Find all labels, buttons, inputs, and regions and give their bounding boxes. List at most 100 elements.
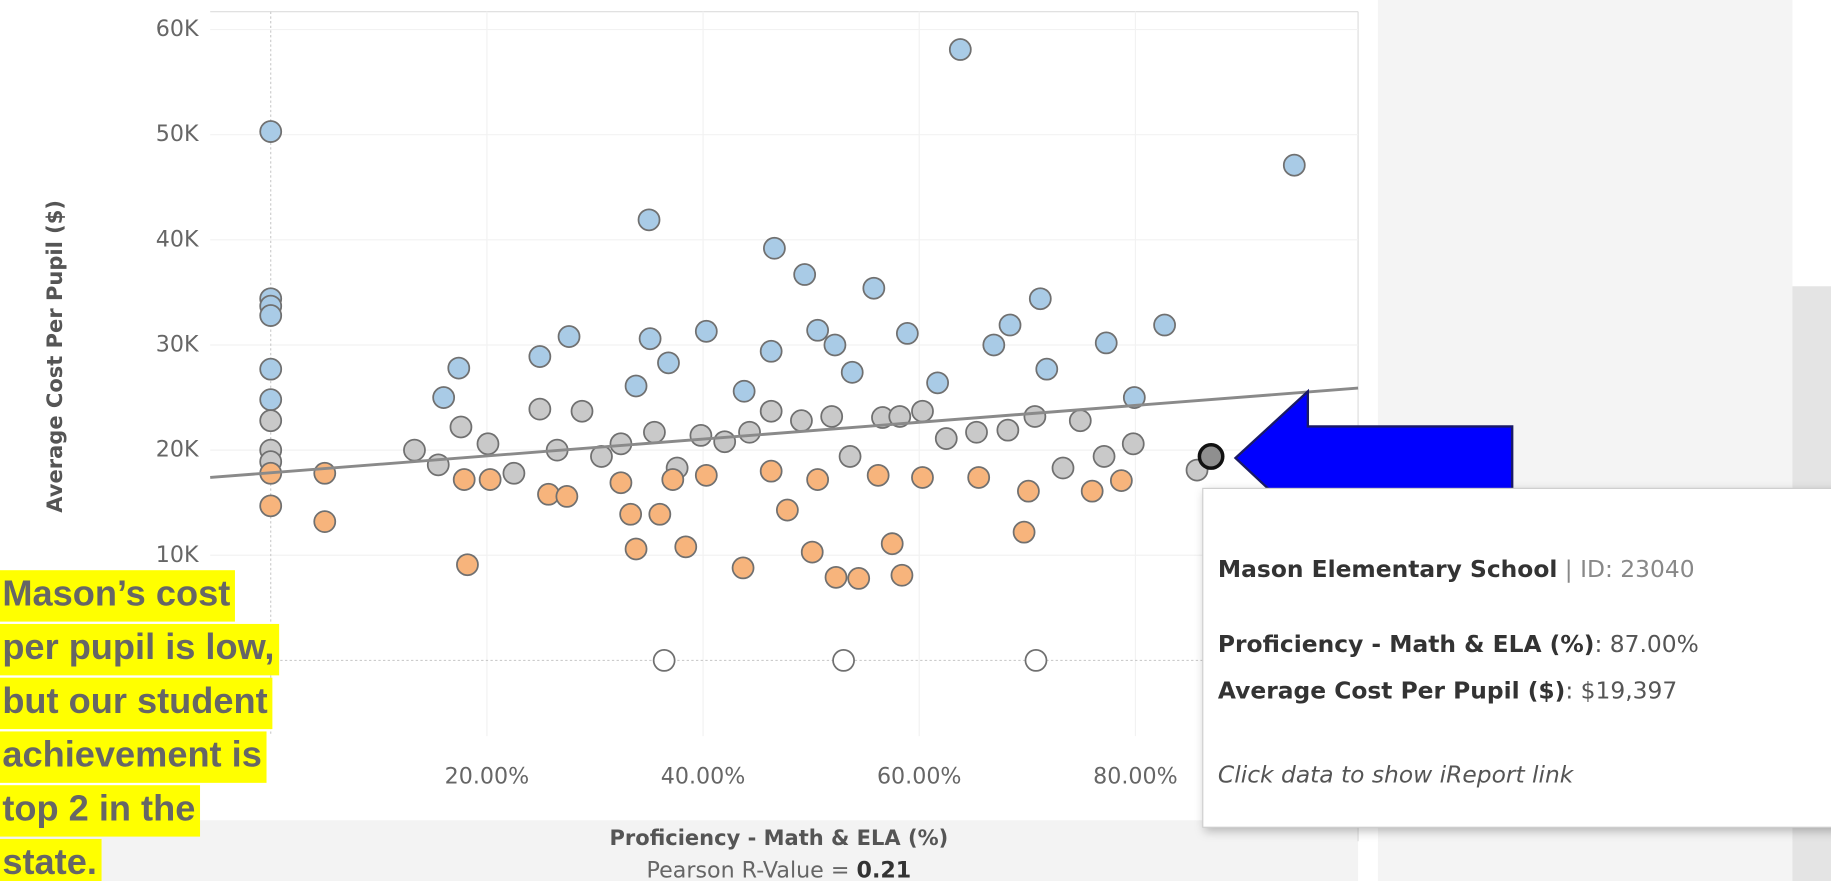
annotation-line: state.: [2, 841, 97, 881]
point: [880, 532, 904, 556]
point: [895, 322, 919, 345]
point: [832, 649, 855, 672]
point: [452, 468, 476, 491]
point: [1028, 287, 1052, 311]
trend-line: [210, 386, 1359, 479]
point: [847, 567, 871, 590]
point: [1153, 313, 1176, 337]
point: [998, 313, 1022, 337]
annotation-line: Mason’s cost: [2, 572, 230, 613]
tooltip-row: Average Cost Per Pupil ($): $19,397: [1218, 676, 1677, 704]
point: [775, 498, 799, 522]
y-tick-label: 10K: [156, 542, 200, 568]
point: [1122, 386, 1146, 409]
point: [502, 461, 526, 485]
annotation-line: but our student: [2, 680, 267, 721]
point: [648, 502, 672, 526]
point: [432, 386, 456, 409]
annotation-line: top 2 in the: [2, 787, 195, 828]
tooltip-title: Mason Elementary School | ID: 23040: [1218, 555, 1695, 583]
point: [838, 445, 862, 468]
tooltip-row: Proficiency - Math & ELA (%): 87.00%: [1218, 629, 1699, 657]
point: [476, 432, 500, 456]
tooltip: Mason Elementary School | ID: 23040 Prof…: [1202, 487, 1831, 828]
point: [403, 438, 426, 462]
tooltip-row-label: Average Cost Per Pupil ($): [1218, 676, 1565, 704]
point: [313, 510, 337, 534]
point: [738, 420, 761, 444]
annotation-highlight: [0, 570, 235, 622]
point: [609, 471, 633, 495]
point: [694, 319, 718, 343]
annotation-highlight: [0, 677, 273, 730]
annotation-highlight: [0, 838, 102, 881]
point: [982, 333, 1006, 357]
highlighted-point: [1197, 443, 1225, 470]
point: [643, 420, 666, 444]
y-tick-label: 60K: [156, 16, 200, 42]
x-tick-label: 60.00%: [877, 764, 962, 790]
x-tick-label: 80.00%: [1093, 764, 1178, 790]
point: [259, 304, 283, 327]
annotation-line: achievement is: [2, 734, 262, 775]
point: [967, 466, 991, 489]
y-tick-label: 40K: [156, 226, 200, 252]
tooltip-note[interactable]: Click data to show iReport link: [1218, 760, 1575, 788]
point: [528, 345, 552, 368]
point: [824, 565, 848, 589]
point: [590, 445, 613, 468]
y-tick-label: 50K: [156, 121, 200, 147]
point: [1121, 432, 1145, 456]
tooltip-row-value: : $19,397: [1565, 676, 1677, 704]
point: [806, 318, 830, 342]
footer-text: Pearson R-Value = 0.21: [647, 857, 912, 881]
x-tick-label: 40.00%: [661, 764, 746, 790]
point: [1012, 520, 1036, 544]
point: [1023, 405, 1047, 428]
point: [1035, 357, 1059, 381]
footer-band: [0, 820, 1359, 881]
point: [313, 461, 337, 485]
point: [638, 327, 662, 351]
point: [637, 208, 661, 232]
point: [732, 379, 756, 403]
annotation-highlight: [0, 785, 201, 837]
point: [689, 424, 713, 447]
point: [426, 453, 450, 477]
point: [759, 459, 783, 483]
point: [948, 38, 972, 61]
point: [652, 649, 676, 672]
point: [888, 405, 912, 428]
point: [259, 494, 283, 518]
footer-label: Pearson R-Value =: [647, 857, 857, 881]
point: [911, 466, 934, 489]
point: [674, 535, 698, 559]
tooltip-id: | ID: 23040: [1557, 555, 1694, 583]
y-tick-label: 20K: [156, 437, 200, 463]
point: [449, 415, 473, 439]
tooltip-row-label: Proficiency - Math & ELA (%): [1218, 629, 1595, 657]
point: [890, 563, 914, 587]
point: [763, 236, 786, 260]
point: [528, 397, 552, 421]
point: [823, 333, 847, 357]
point: [259, 357, 283, 381]
footer-value: 0.21: [857, 857, 912, 881]
annotation-highlight: [0, 731, 267, 783]
annotation: Mason’s cost per pupil is low, but our stu…: [0, 570, 280, 881]
point: [1109, 469, 1133, 493]
annotation-highlight: [0, 623, 280, 676]
point: [557, 325, 581, 348]
point: [759, 399, 783, 423]
point: [447, 356, 471, 380]
tooltip-name: Mason Elementary School: [1218, 555, 1557, 583]
point: [259, 409, 283, 433]
point: [555, 484, 579, 508]
point: [1068, 409, 1092, 433]
point: [1092, 445, 1116, 468]
point: [1080, 479, 1104, 503]
point: [840, 360, 864, 384]
point: [456, 553, 479, 577]
point: [657, 351, 680, 375]
